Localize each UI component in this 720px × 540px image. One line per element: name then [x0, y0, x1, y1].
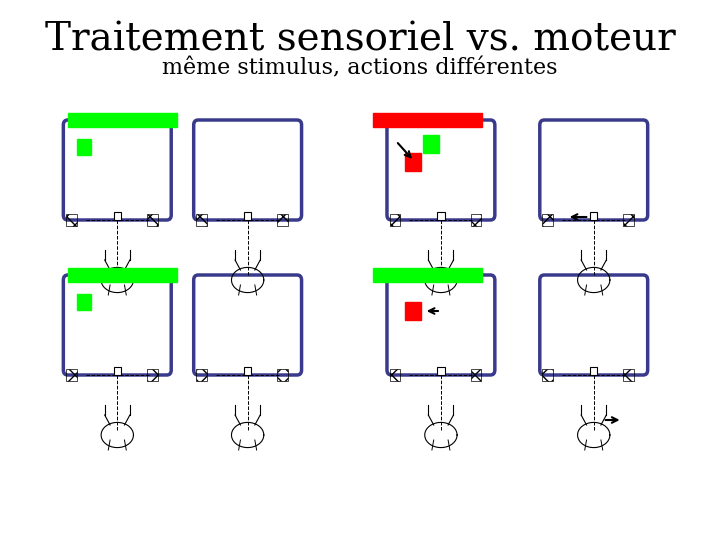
Bar — [147, 369, 158, 381]
Bar — [277, 214, 288, 226]
Bar — [374, 268, 482, 282]
Text: Traitement sensoriel vs. moteur: Traitement sensoriel vs. moteur — [45, 22, 675, 58]
Bar — [147, 214, 158, 226]
Text: même stimulus, actions différentes: même stimulus, actions différentes — [162, 57, 558, 79]
Bar — [244, 367, 251, 375]
Bar — [77, 139, 91, 155]
Bar — [66, 214, 77, 226]
FancyBboxPatch shape — [540, 120, 648, 220]
Bar — [405, 153, 421, 171]
Bar — [77, 294, 91, 310]
Bar — [390, 214, 400, 226]
FancyBboxPatch shape — [194, 120, 302, 220]
Bar — [197, 369, 207, 381]
FancyBboxPatch shape — [387, 275, 495, 375]
FancyBboxPatch shape — [387, 120, 495, 220]
Bar — [471, 214, 482, 226]
Bar — [197, 214, 207, 226]
Bar — [68, 113, 176, 127]
Bar — [374, 113, 482, 127]
Bar — [624, 369, 634, 381]
Bar — [114, 212, 121, 220]
Bar — [405, 302, 421, 320]
Bar — [114, 367, 121, 375]
Bar — [590, 212, 598, 220]
Bar — [68, 268, 176, 282]
Bar — [624, 214, 634, 226]
Bar — [277, 369, 288, 381]
Bar — [390, 369, 400, 381]
FancyBboxPatch shape — [63, 275, 171, 375]
Bar — [244, 212, 251, 220]
Bar — [437, 212, 444, 220]
FancyBboxPatch shape — [194, 275, 302, 375]
Bar — [66, 369, 77, 381]
Bar — [423, 135, 439, 153]
Bar — [471, 369, 482, 381]
Bar — [437, 367, 444, 375]
Bar — [542, 369, 553, 381]
Bar — [542, 214, 553, 226]
Bar — [590, 367, 598, 375]
FancyBboxPatch shape — [540, 275, 648, 375]
FancyBboxPatch shape — [63, 120, 171, 220]
